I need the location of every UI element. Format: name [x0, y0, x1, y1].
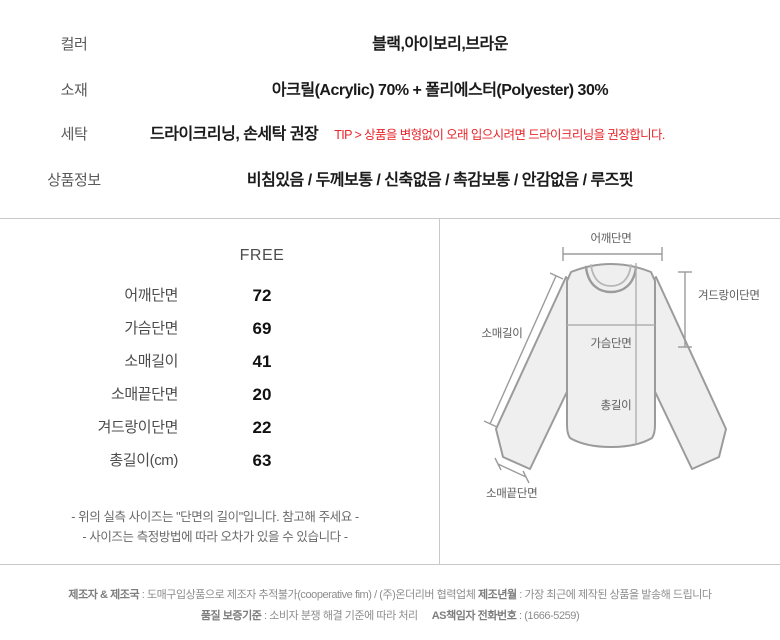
diagram-label-shoulder: 어깨단면 — [590, 232, 631, 245]
size-table-panel: FREE 어깨단면 72 가슴단면 69 소매길이 41 소매끝단면 20 겨드… — [0, 219, 439, 564]
footer-line-2: 품질 보증기준 : 소비자 분쟁 해결 기준에 따라 처리 AS책임자 전화번호 … — [0, 606, 780, 627]
footer-legal-info: 제조자 & 제조국 : 도매구입상품으로 제조자 추적불가(cooperativ… — [0, 565, 780, 640]
footer-text-quality-warranty: : 소비자 분쟁 해결 기준에 따라 처리 — [261, 610, 418, 622]
spec-label-washing: 세탁 — [60, 126, 88, 143]
footer-text-manufacturer: : 도매구입상품으로 제조자 추적불가(cooperative fim) / (… — [139, 589, 478, 601]
spec-value-wrap-material: 아크릴(Acrylic) 70% + 폴리에스터(Polyester) 30% — [148, 76, 780, 100]
diagram-label-chest: 가슴단면 — [590, 337, 631, 350]
table-row: 소매끝단면 20 — [0, 378, 439, 411]
spec-value-product-info: 비침있음 / 두께보통 / 신축없음 / 촉감보통 / 안감없음 / 루즈핏 — [246, 172, 634, 189]
size-row-value-sleeve-cuff: 20 — [252, 385, 272, 404]
spec-row-material: 소재 아크릴(Acrylic) 70% + 폴리에스터(Polyester) 3… — [0, 76, 780, 100]
rule-sleeve-cuff — [494, 457, 530, 484]
size-notes: - 위의 실측 사이즈는 "단면의 길이"입니다. 참고해 주세요 - - 사이… — [0, 507, 430, 547]
garment-diagram-svg: 어깨단면 소매길이 소매끝단면 겨드랑이단면 가슴단면 총길이 — [481, 232, 760, 500]
size-note-1: - 위의 실측 사이즈는 "단면의 길이"입니다. 참고해 주세요 - — [71, 510, 359, 524]
spec-value-washing: 드라이크리닝, 손세탁 권장 — [150, 126, 319, 143]
size-row-label-chest: 가슴단면 — [124, 320, 178, 337]
table-row: 가슴단면 69 — [0, 312, 439, 345]
divider-bottom — [0, 564, 780, 565]
size-note-2: - 사이즈는 측정방법에 따라 오차가 있을 수 있습니다 - — [82, 530, 348, 544]
size-row-label-armhole: 겨드랑이단면 — [97, 419, 179, 436]
size-row-value-total-length: 63 — [252, 451, 272, 470]
table-row: 총길이(cm) 63 — [0, 444, 439, 477]
footer-label-quality-warranty: 품질 보증기준 — [200, 610, 262, 622]
diagram-label-armhole: 겨드랑이단면 — [698, 289, 760, 302]
garment-measurement-diagram: 어깨단면 소매길이 소매끝단면 겨드랑이단면 가슴단면 총길이 — [440, 219, 780, 564]
spec-row-product-info: 상품정보 비침있음 / 두께보통 / 신축없음 / 촉감보통 / 안감없음 / … — [0, 166, 780, 190]
diagram-label-sleeve-length: 소매길이 — [481, 327, 522, 340]
size-table-body: 어깨단면 72 가슴단면 69 소매길이 41 소매끝단면 20 겨드랑이단면 … — [0, 279, 439, 477]
diagram-label-sleeve-cuff: 소매끝단면 — [486, 487, 537, 500]
size-row-label-total-length: 총길이(cm) — [109, 452, 178, 469]
footer-label-manufacturer: 제조자 & 제조국 — [68, 589, 140, 601]
rule-shoulder — [562, 247, 663, 261]
spec-value-wrap-product-info: 비침있음 / 두께보통 / 신축없음 / 촉감보통 / 안감없음 / 루즈핏 — [148, 166, 780, 190]
washing-tip-text: TIP > 상품을 변형없이 오래 입으시려면 드라이크리닝을 권장합니다. — [334, 128, 665, 142]
diagram-label-total-length: 총길이 — [601, 399, 632, 412]
rule-armhole — [678, 271, 692, 348]
size-row-value-armhole: 22 — [252, 418, 272, 437]
spec-section: 컬러 블랙,아이보리,브라운 소재 아크릴(Acrylic) 70% + 폴리에… — [0, 0, 780, 218]
divider-top — [0, 218, 780, 219]
spec-value-color: 블랙,아이보리,브라운 — [372, 36, 508, 53]
table-row: 겨드랑이단면 22 — [0, 411, 439, 444]
garment-illustration — [495, 263, 727, 470]
spec-row-color: 컬러 블랙,아이보리,브라운 — [0, 30, 780, 54]
spec-label-product-info: 상품정보 — [47, 172, 101, 189]
rule-sleeve-length — [483, 272, 564, 428]
neckline-outer — [584, 265, 638, 294]
spec-value-material: 아크릴(Acrylic) 70% + 폴리에스터(Polyester) 30% — [271, 82, 609, 99]
spec-value-wrap-washing: 드라이크리닝, 손세탁 권장 TIP > 상품을 변형없이 오래 입으시려면 드… — [148, 120, 780, 144]
neckline-inner — [590, 264, 632, 287]
spec-row-washing: 세탁 드라이크리닝, 손세탁 권장 TIP > 상품을 변형없이 오래 입으시려… — [0, 120, 780, 144]
footer-line-1: 제조자 & 제조국 : 도매구입상품으로 제조자 추적불가(cooperativ… — [0, 585, 780, 606]
spec-label-material: 소재 — [60, 82, 88, 99]
size-row-label-shoulder: 어깨단면 — [124, 287, 178, 304]
size-row-value-chest: 69 — [252, 319, 272, 338]
footer-label-manufacture-date: 제조년월 — [477, 589, 517, 601]
footer-text-as-phone: : (1666-5259) — [516, 610, 580, 622]
torso-shape — [566, 263, 656, 448]
size-row-value-sleeve-length: 41 — [252, 352, 272, 371]
footer-text-manufacture-date: : 가장 최근에 제작된 상품을 발송해 드립니다 — [516, 589, 712, 601]
table-row: 소매길이 41 — [0, 345, 439, 378]
size-row-label-sleeve-length: 소매길이 — [124, 353, 178, 370]
measurement-rules — [483, 247, 692, 484]
size-row-value-shoulder: 72 — [252, 286, 272, 305]
size-column-header-free: FREE — [239, 247, 285, 264]
table-row: 어깨단면 72 — [0, 279, 439, 312]
spec-label-color: 컬러 — [60, 36, 88, 53]
divider-vertical — [439, 219, 440, 564]
size-row-label-sleeve-cuff: 소매끝단면 — [110, 386, 178, 403]
footer-label-as-phone: AS책임자 전화번호 — [431, 610, 517, 622]
spec-value-wrap-color: 블랙,아이보리,브라운 — [148, 30, 780, 54]
